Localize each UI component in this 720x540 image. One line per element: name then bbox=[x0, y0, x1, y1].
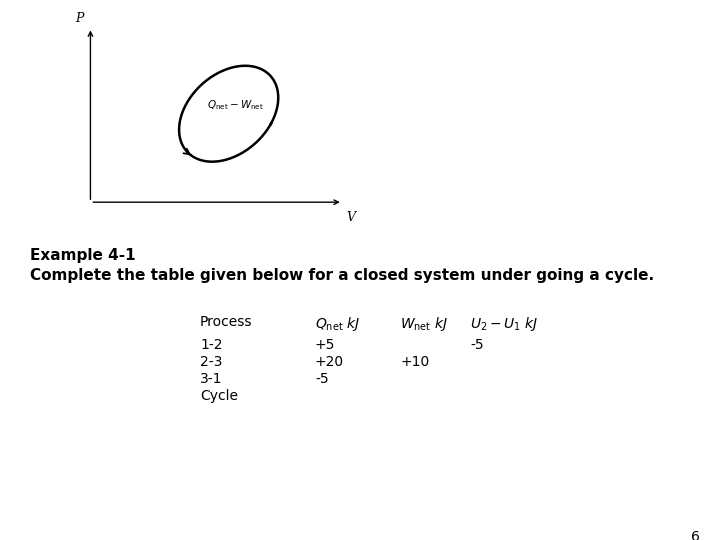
Text: Process: Process bbox=[200, 315, 253, 329]
Text: Cycle: Cycle bbox=[200, 389, 238, 403]
Text: Example 4-1: Example 4-1 bbox=[30, 248, 135, 263]
Text: Complete the table given below for a closed system under going a cycle.: Complete the table given below for a clo… bbox=[30, 268, 654, 283]
Text: 6: 6 bbox=[691, 530, 700, 540]
Text: $Q_{\rm net}-W_{\rm net}$: $Q_{\rm net}-W_{\rm net}$ bbox=[207, 98, 264, 112]
Text: $Q_{\rm net}$ kJ: $Q_{\rm net}$ kJ bbox=[315, 315, 361, 333]
Text: P: P bbox=[75, 12, 84, 25]
Text: -5: -5 bbox=[315, 372, 328, 386]
Text: +20: +20 bbox=[315, 355, 344, 369]
Text: $U_2 - U_1$ kJ: $U_2 - U_1$ kJ bbox=[470, 315, 539, 333]
Text: V: V bbox=[346, 211, 355, 224]
Text: -5: -5 bbox=[470, 338, 484, 352]
Text: +5: +5 bbox=[315, 338, 336, 352]
Text: 3-1: 3-1 bbox=[200, 372, 222, 386]
Text: +10: +10 bbox=[400, 355, 429, 369]
Text: 2-3: 2-3 bbox=[200, 355, 222, 369]
Text: 1-2: 1-2 bbox=[200, 338, 222, 352]
Text: $W_{\rm net}$ kJ: $W_{\rm net}$ kJ bbox=[400, 315, 448, 333]
